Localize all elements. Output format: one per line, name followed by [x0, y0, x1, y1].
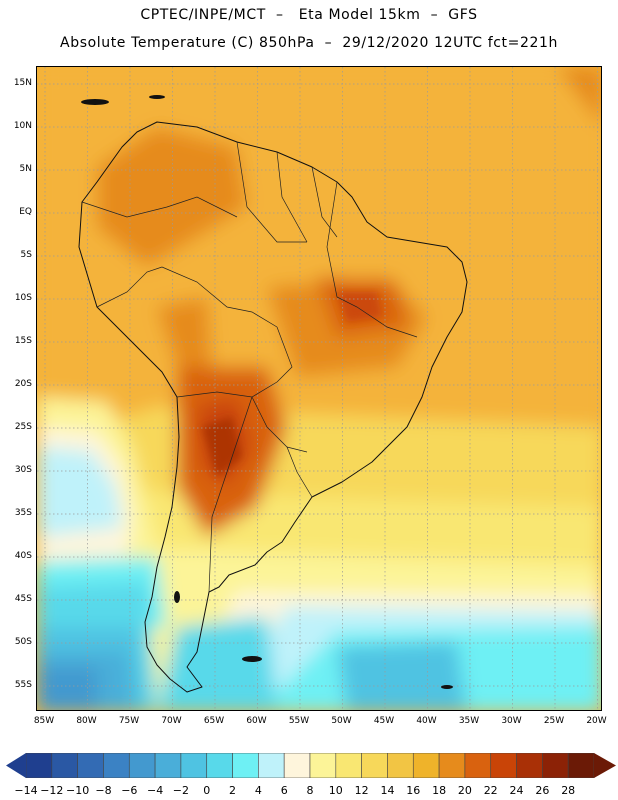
latitude-label: 5N: [19, 164, 32, 174]
colorbar-label: 26: [535, 784, 550, 797]
longitude-label: 65W: [203, 716, 225, 726]
colorbar-cell: [387, 753, 414, 778]
latitude-label: 5S: [20, 250, 32, 260]
colorbar-label: 16: [406, 784, 421, 797]
colorbar-label: 24: [509, 784, 524, 797]
colorbar-cell: [258, 753, 285, 778]
colorbar-cell: [361, 753, 388, 778]
colorbar-label: 18: [432, 784, 447, 797]
colorbar-label: 8: [306, 784, 314, 797]
longitude-label: 40W: [416, 716, 437, 726]
longitude-label: 25W: [543, 716, 565, 726]
colorbar-cell: [51, 753, 78, 778]
colorbar-cell: [232, 753, 259, 778]
colorbar-cell: [490, 753, 517, 778]
colorbar-cell: [412, 753, 440, 778]
colorbar-cell: [335, 753, 362, 778]
country-borders: [81, 141, 418, 593]
latitude-label: 40S: [14, 551, 32, 561]
colorbar-label: 14: [380, 784, 395, 797]
colorbar-cell: [154, 753, 182, 778]
longitude-label: 55W: [288, 716, 310, 726]
colorbar-label: −12: [40, 784, 64, 797]
colorbar-label: 10: [328, 784, 343, 797]
colorbar-cell: [77, 753, 104, 778]
longitude-label: 35W: [458, 716, 480, 726]
colorbar-cell: [128, 753, 156, 778]
colorbar-label: 20: [457, 784, 472, 797]
colorbar-label: 28: [561, 784, 576, 797]
temperature-map-canvas: [37, 67, 601, 710]
colorbar-cell: [542, 753, 569, 778]
colorbar-label: −4: [146, 784, 164, 797]
latitude-label: 55S: [14, 680, 32, 690]
colorbar-label: −10: [65, 784, 90, 797]
title-line-1: CPTEC/INPE/MCT – Eta Model 15km – GFS: [140, 7, 478, 23]
longitude-label: 80W: [76, 716, 97, 726]
longitude-label: 75W: [118, 716, 140, 726]
colorbar-label: −14: [14, 784, 38, 797]
latitude-label: 10N: [13, 121, 32, 131]
longitude-label: 85W: [33, 716, 55, 726]
latitude-label: EQ: [19, 207, 32, 217]
colorbar-cell: [103, 753, 130, 778]
longitude-label: 50W: [331, 716, 352, 726]
colorbar-cell: [438, 753, 466, 778]
colorbar-label: 22: [483, 784, 498, 797]
colorbar-cell: [567, 753, 595, 778]
colorbar-cell: [180, 753, 208, 778]
colorbar-cell: [309, 753, 337, 778]
latitude-label: 50S: [14, 637, 32, 647]
colorbar-label: 12: [354, 784, 369, 797]
latitude-label: 45S: [14, 594, 32, 604]
longitude-label: 70W: [161, 716, 182, 726]
latitude-label: 25S: [14, 422, 32, 432]
colorbar-cell: [283, 753, 311, 778]
latitude-label: 10S: [14, 293, 32, 303]
longitude-label: 30W: [501, 716, 522, 726]
colorbar-max-arrow: [594, 753, 616, 778]
latitude-label: 30S: [14, 465, 32, 475]
colorbar-cell: [206, 753, 233, 778]
south-america-coastline: [78, 121, 468, 693]
temperature-map: [36, 66, 602, 711]
latitude-label: 20S: [14, 379, 32, 389]
colorbar-label: 2: [229, 784, 236, 797]
longitude-label: 45W: [373, 716, 395, 726]
colorbar-label: 4: [254, 784, 262, 797]
colorbar-min-arrow: [6, 753, 26, 778]
latitude-label: 15N: [13, 78, 32, 88]
title-line-2: Absolute Temperature (C) 850hPa – 29/12/…: [60, 35, 558, 51]
temperature-colorbar: [6, 753, 616, 778]
colorbar-cell: [464, 753, 492, 778]
islands: [81, 95, 453, 689]
colorbar-label: −8: [95, 784, 112, 797]
colorbar-cell: [25, 753, 53, 778]
latitude-label: 35S: [14, 508, 32, 518]
longitude-label: 60W: [246, 716, 267, 726]
colorbar-cell: [516, 753, 543, 778]
colorbar-label: 0: [203, 784, 211, 797]
colorbar-label: −2: [172, 784, 189, 797]
longitude-label: 20W: [586, 716, 607, 726]
colorbar-label: 6: [280, 784, 288, 797]
latitude-label: 15S: [14, 336, 32, 346]
colorbar-label: −6: [121, 784, 138, 797]
